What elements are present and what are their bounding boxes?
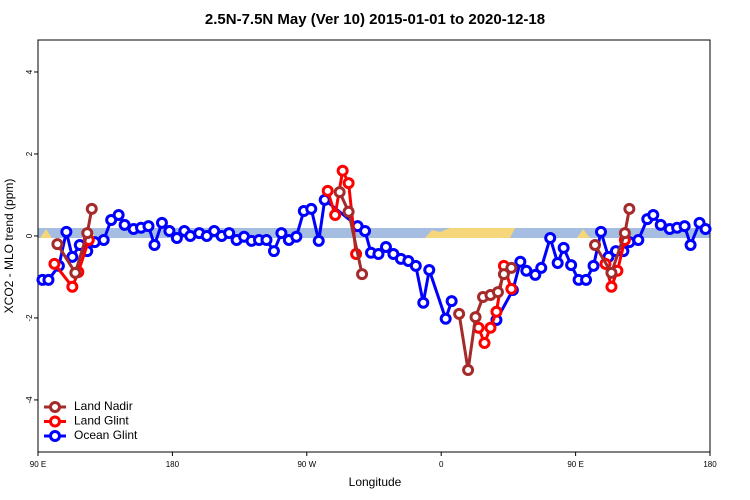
y-tick-label: 0 [25,233,34,238]
legend-label: Ocean Glint [74,428,138,442]
data-point [544,232,557,245]
data-point [112,209,125,222]
data-point [551,257,564,270]
data-point [535,261,548,274]
data-point [260,234,273,247]
data-point [557,241,570,254]
data-point [51,238,64,251]
legend-marker [49,401,61,413]
data-point [565,259,578,272]
data-point [647,209,660,222]
x-axis-label: Longitude [349,475,402,489]
data-point [484,321,497,334]
chart-title: 2.5N-7.5N May (Ver 10) 2015-01-01 to 202… [205,11,545,28]
data-point [372,247,385,260]
data-point [654,218,667,231]
data-point [699,222,712,235]
data-point [589,238,602,251]
y-tick-label: -4 [25,396,34,404]
data-point [417,296,430,309]
data-point [48,257,61,270]
data-point [42,273,55,286]
data-point [618,227,631,240]
data-point [678,220,691,233]
data-point [356,268,369,281]
land-shape [425,228,515,238]
data-point [69,266,82,279]
x-tick-label: 0 [439,460,444,469]
y-tick-label: 4 [25,69,34,74]
data-point [163,225,176,238]
data-point [623,202,636,215]
data-point [359,225,372,238]
legend-marker [49,415,61,428]
data-point [423,263,436,276]
data-point [453,307,466,320]
legend-label: Land Glint [74,414,129,428]
data-point [118,218,131,231]
data-point [605,266,618,279]
data-point [223,227,236,240]
data-point [462,364,475,377]
data-point [580,273,593,286]
ocean-strip [38,228,710,238]
data-point [478,336,491,349]
data-point [97,234,110,247]
land-shape [40,229,52,238]
data-point [520,264,533,277]
x-tick-label: 90 E [30,460,46,469]
data-point [594,225,607,238]
legend-marker [49,430,61,442]
data-point [505,261,518,274]
data-point [148,238,161,251]
data-point [497,268,510,281]
land-shape [577,229,590,238]
data-point [439,312,452,325]
x-tick-label: 180 [703,460,717,469]
y-axis-label: XCO2 - MLO trend (ppm) [2,179,16,314]
data-point [632,234,645,247]
data-point [155,216,168,229]
data-point [529,268,542,281]
data-point [85,202,98,215]
data-point [605,280,618,293]
data-point [81,227,94,240]
x-tick-label: 180 [166,460,180,469]
data-point [312,234,325,247]
data-point [587,259,600,272]
data-point [514,255,527,268]
data-point [491,286,504,299]
data-point [60,225,73,238]
legend-label: Land Nadir [74,399,133,413]
plot-frame [37,39,711,453]
series-line [56,191,631,371]
data-point [505,282,518,295]
data-point [445,295,458,308]
data-point [329,209,342,222]
data-point [469,311,482,324]
data-point [379,241,392,254]
data-point [490,305,503,318]
data-point [684,238,697,251]
data-point [321,184,334,197]
data-point [66,250,79,263]
data-point [275,227,288,240]
data-point [336,164,349,177]
y-tick-label: 2 [25,151,34,156]
data-point [342,177,355,190]
data-point [333,186,346,199]
data-point [170,232,183,245]
data-point [66,280,79,293]
data-point [142,220,155,233]
data-point [409,259,422,272]
data-point [305,202,318,215]
data-point [342,205,355,218]
y-tick-label: -2 [25,314,34,322]
data-point [290,230,303,243]
x-tick-label: 90 W [297,460,316,469]
data-point [267,245,280,258]
x-tick-label: 90 E [567,460,583,469]
